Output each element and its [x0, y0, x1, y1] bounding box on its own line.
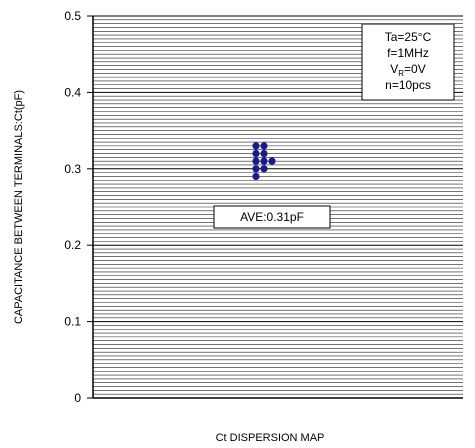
- data-point: [252, 165, 260, 173]
- condition-sample-count: n=10pcs: [385, 78, 431, 92]
- y-tick-labels: 0 0.1 0.2 0.3 0.4 0.5: [64, 9, 93, 405]
- data-point: [252, 157, 260, 165]
- data-point: [260, 157, 268, 165]
- y-tick-label: 0.4: [64, 85, 81, 99]
- average-label: AVE:0.31pF: [240, 210, 304, 224]
- data-point: [252, 149, 260, 158]
- conditions-box: Ta=25°C f=1MHz VR=0V n=10pcs: [361, 23, 455, 101]
- y-axis-label: CAPACITANCE BETWEEN TERMINALS:Ct(pF): [13, 90, 25, 324]
- y-tick-label: 0.2: [64, 238, 81, 252]
- x-axis-label: Ct DISPERSION MAP: [216, 432, 325, 444]
- data-point: [260, 142, 268, 150]
- condition-temperature: Ta=25°C: [385, 30, 432, 44]
- y-tick-label: 0.3: [64, 162, 81, 176]
- data-point: [252, 142, 260, 150]
- data-point: [268, 157, 276, 165]
- data-point: [260, 149, 268, 158]
- condition-reverse-voltage: VR=0V: [390, 62, 425, 78]
- condition-frequency: f=1MHz: [387, 46, 429, 60]
- data-point: [260, 165, 268, 173]
- data-points: [252, 142, 276, 181]
- average-box: AVE:0.31pF: [213, 205, 331, 229]
- grid-lines: [93, 15, 463, 395]
- y-tick-label: 0.1: [64, 315, 81, 329]
- data-point: [252, 172, 260, 181]
- y-tick-label: 0: [74, 391, 81, 405]
- y-tick-label: 0.5: [64, 9, 81, 23]
